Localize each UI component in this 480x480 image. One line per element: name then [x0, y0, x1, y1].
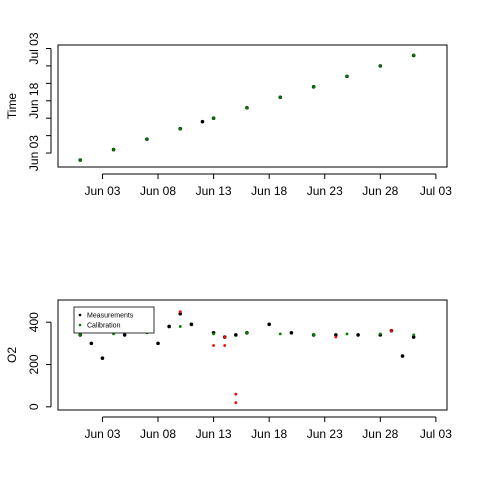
y-axis-label: O2: [5, 347, 19, 363]
data-point: [400, 354, 405, 358]
data-point: [223, 335, 227, 339]
data-point: [378, 64, 382, 68]
x-tick-label: Jun 13: [196, 427, 232, 441]
x-tick-label: Jun 23: [307, 184, 343, 198]
data-point: [245, 331, 249, 335]
data-point: [100, 356, 105, 360]
data-point: [278, 95, 282, 99]
data-point: [234, 333, 238, 337]
data-point: [345, 332, 349, 336]
x-tick-label: Jun 08: [140, 184, 176, 198]
legend-box: [73, 306, 155, 334]
data-point: [378, 332, 382, 336]
x-tick-label: Jun 28: [362, 427, 398, 441]
data-point: [245, 106, 249, 110]
data-point: [212, 116, 216, 120]
y-tick-label: Jul 03: [27, 32, 41, 64]
data-point: [356, 333, 360, 337]
series-group: [78, 53, 416, 162]
data-point: [212, 332, 216, 336]
legend-label: Calibration: [87, 323, 121, 330]
data-point: [234, 401, 238, 404]
data-point: [411, 335, 416, 339]
data-point: [334, 335, 338, 339]
x-tick-label: Jun 08: [140, 427, 176, 441]
data-point: [412, 54, 416, 57]
data-point: [390, 329, 393, 333]
y-axis: Jun 03 Jun 18 Jul 03: [27, 32, 52, 171]
data-point: [78, 333, 82, 337]
x-tick-label: Jun 03: [84, 184, 120, 198]
y-axis: 0 200 400: [27, 312, 52, 410]
data-point: [345, 74, 349, 78]
legend-marker: [78, 323, 82, 327]
y-tick-label: 400: [27, 312, 41, 332]
series-3: [178, 310, 393, 404]
x-tick-label: Jun 23: [307, 427, 343, 441]
data-point: [178, 310, 182, 314]
data-point: [267, 322, 271, 327]
data-point: [89, 341, 94, 346]
data-point: [412, 333, 416, 337]
data-point: [145, 137, 149, 141]
data-point: [234, 392, 238, 396]
x-axis: Jun 03 Jun 08 Jun 13 Jun 18 Jun 23 Jun 28 Jul …: [84, 416, 452, 441]
plot-frame: [57, 299, 448, 411]
y-tick-label: Jun 18: [27, 82, 41, 118]
x-tick-label: Jun 28: [362, 184, 398, 198]
data-point: [334, 333, 338, 337]
x-tick-label: Jul 03: [420, 427, 452, 441]
data-point: [289, 330, 294, 335]
plot-frame: [57, 44, 448, 168]
legend-marker: [78, 313, 82, 317]
data-point: [156, 341, 160, 346]
data-point: [178, 127, 182, 131]
x-tick-label: Jun 18: [251, 184, 287, 198]
data-point: [122, 333, 127, 337]
data-point: [167, 324, 171, 329]
data-point: [178, 325, 182, 328]
data-point: [112, 148, 115, 151]
data-point: [223, 344, 227, 347]
data-point: [278, 332, 282, 336]
x-tick-label: Jun 03: [84, 427, 120, 441]
data-point: [189, 322, 194, 327]
panel-2: Jun 03 Jun 08 Jun 13 Jun 18 Jun 23 Jun 28 Jul …: [5, 299, 452, 441]
y-axis-label: Time: [5, 93, 19, 120]
data-point: [200, 119, 205, 124]
data-point: [312, 333, 316, 337]
data-point: [78, 158, 82, 162]
legend-label: Measurements: [87, 313, 134, 320]
panel-1: Jun 03 Jun 08 Jun 13 Jun 18 Jun 23 Jun 28 Jul …: [5, 32, 452, 198]
series-2: [78, 54, 416, 162]
x-axis: Jun 03 Jun 08 Jun 13 Jun 18 Jun 23 Jun 28 Jul …: [84, 173, 452, 198]
legend: Measurements Calibration: [73, 306, 155, 334]
x-tick-label: Jun 13: [196, 184, 232, 198]
data-point: [212, 344, 216, 347]
y-tick-label: Jun 03: [27, 135, 41, 171]
data-point: [178, 311, 183, 316]
y-tick-label: 200: [27, 354, 41, 374]
data-point: [312, 85, 316, 89]
x-tick-label: Jun 18: [251, 427, 287, 441]
x-tick-label: Jul 03: [420, 184, 452, 198]
y-tick-label: 0: [27, 403, 41, 410]
